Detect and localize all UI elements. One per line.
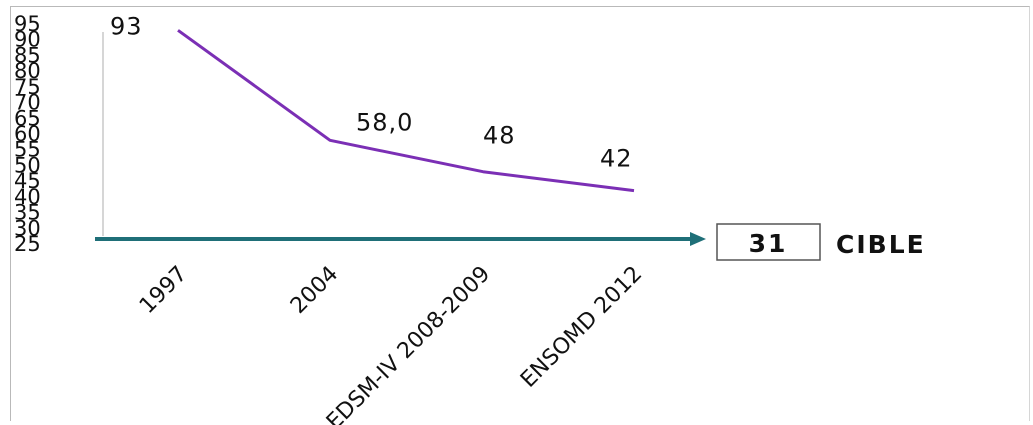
data-label: 48	[483, 122, 516, 150]
target-arrow	[95, 232, 706, 246]
y-tick-label: 70	[14, 91, 41, 115]
y-tick-label: 40	[14, 185, 41, 209]
target-group: 31 CIBLE	[716, 223, 926, 261]
y-tick-label: 60	[14, 122, 41, 146]
data-label: 42	[600, 145, 633, 173]
y-tick-label: 85	[14, 43, 41, 67]
data-label: 58,0	[356, 108, 413, 136]
x-tick-label: EDSM-IV 2008-2009	[322, 262, 495, 425]
target-value: 31	[749, 229, 788, 258]
chart-frame	[10, 6, 1030, 421]
data-labels: 93 58,0 48 42	[110, 12, 633, 173]
y-tick-label: 90	[14, 28, 41, 52]
target-label: CIBLE	[836, 230, 926, 259]
target-box	[716, 223, 821, 261]
y-tick-label: 45	[14, 169, 41, 193]
y-tick-label: 30	[14, 216, 41, 240]
y-tick-label: 95	[14, 12, 41, 36]
y-tick-label: 75	[14, 75, 41, 99]
y-tick-label: 25	[14, 232, 41, 256]
x-tick-label: ENSOMD 2012	[516, 262, 647, 393]
data-label: 93	[110, 12, 143, 40]
y-tick-label: 55	[14, 138, 41, 162]
y-tick-label: 65	[14, 106, 41, 130]
x-tick-label: 2004	[286, 262, 343, 319]
y-tick-label: 50	[14, 153, 41, 177]
series-line	[177, 29, 635, 193]
y-tick-label: 80	[14, 59, 41, 83]
x-tick-label: 1997	[135, 262, 192, 319]
series-polyline	[177, 29, 635, 193]
target-arrow-head	[690, 232, 706, 246]
y-tick-label: 35	[14, 201, 41, 225]
